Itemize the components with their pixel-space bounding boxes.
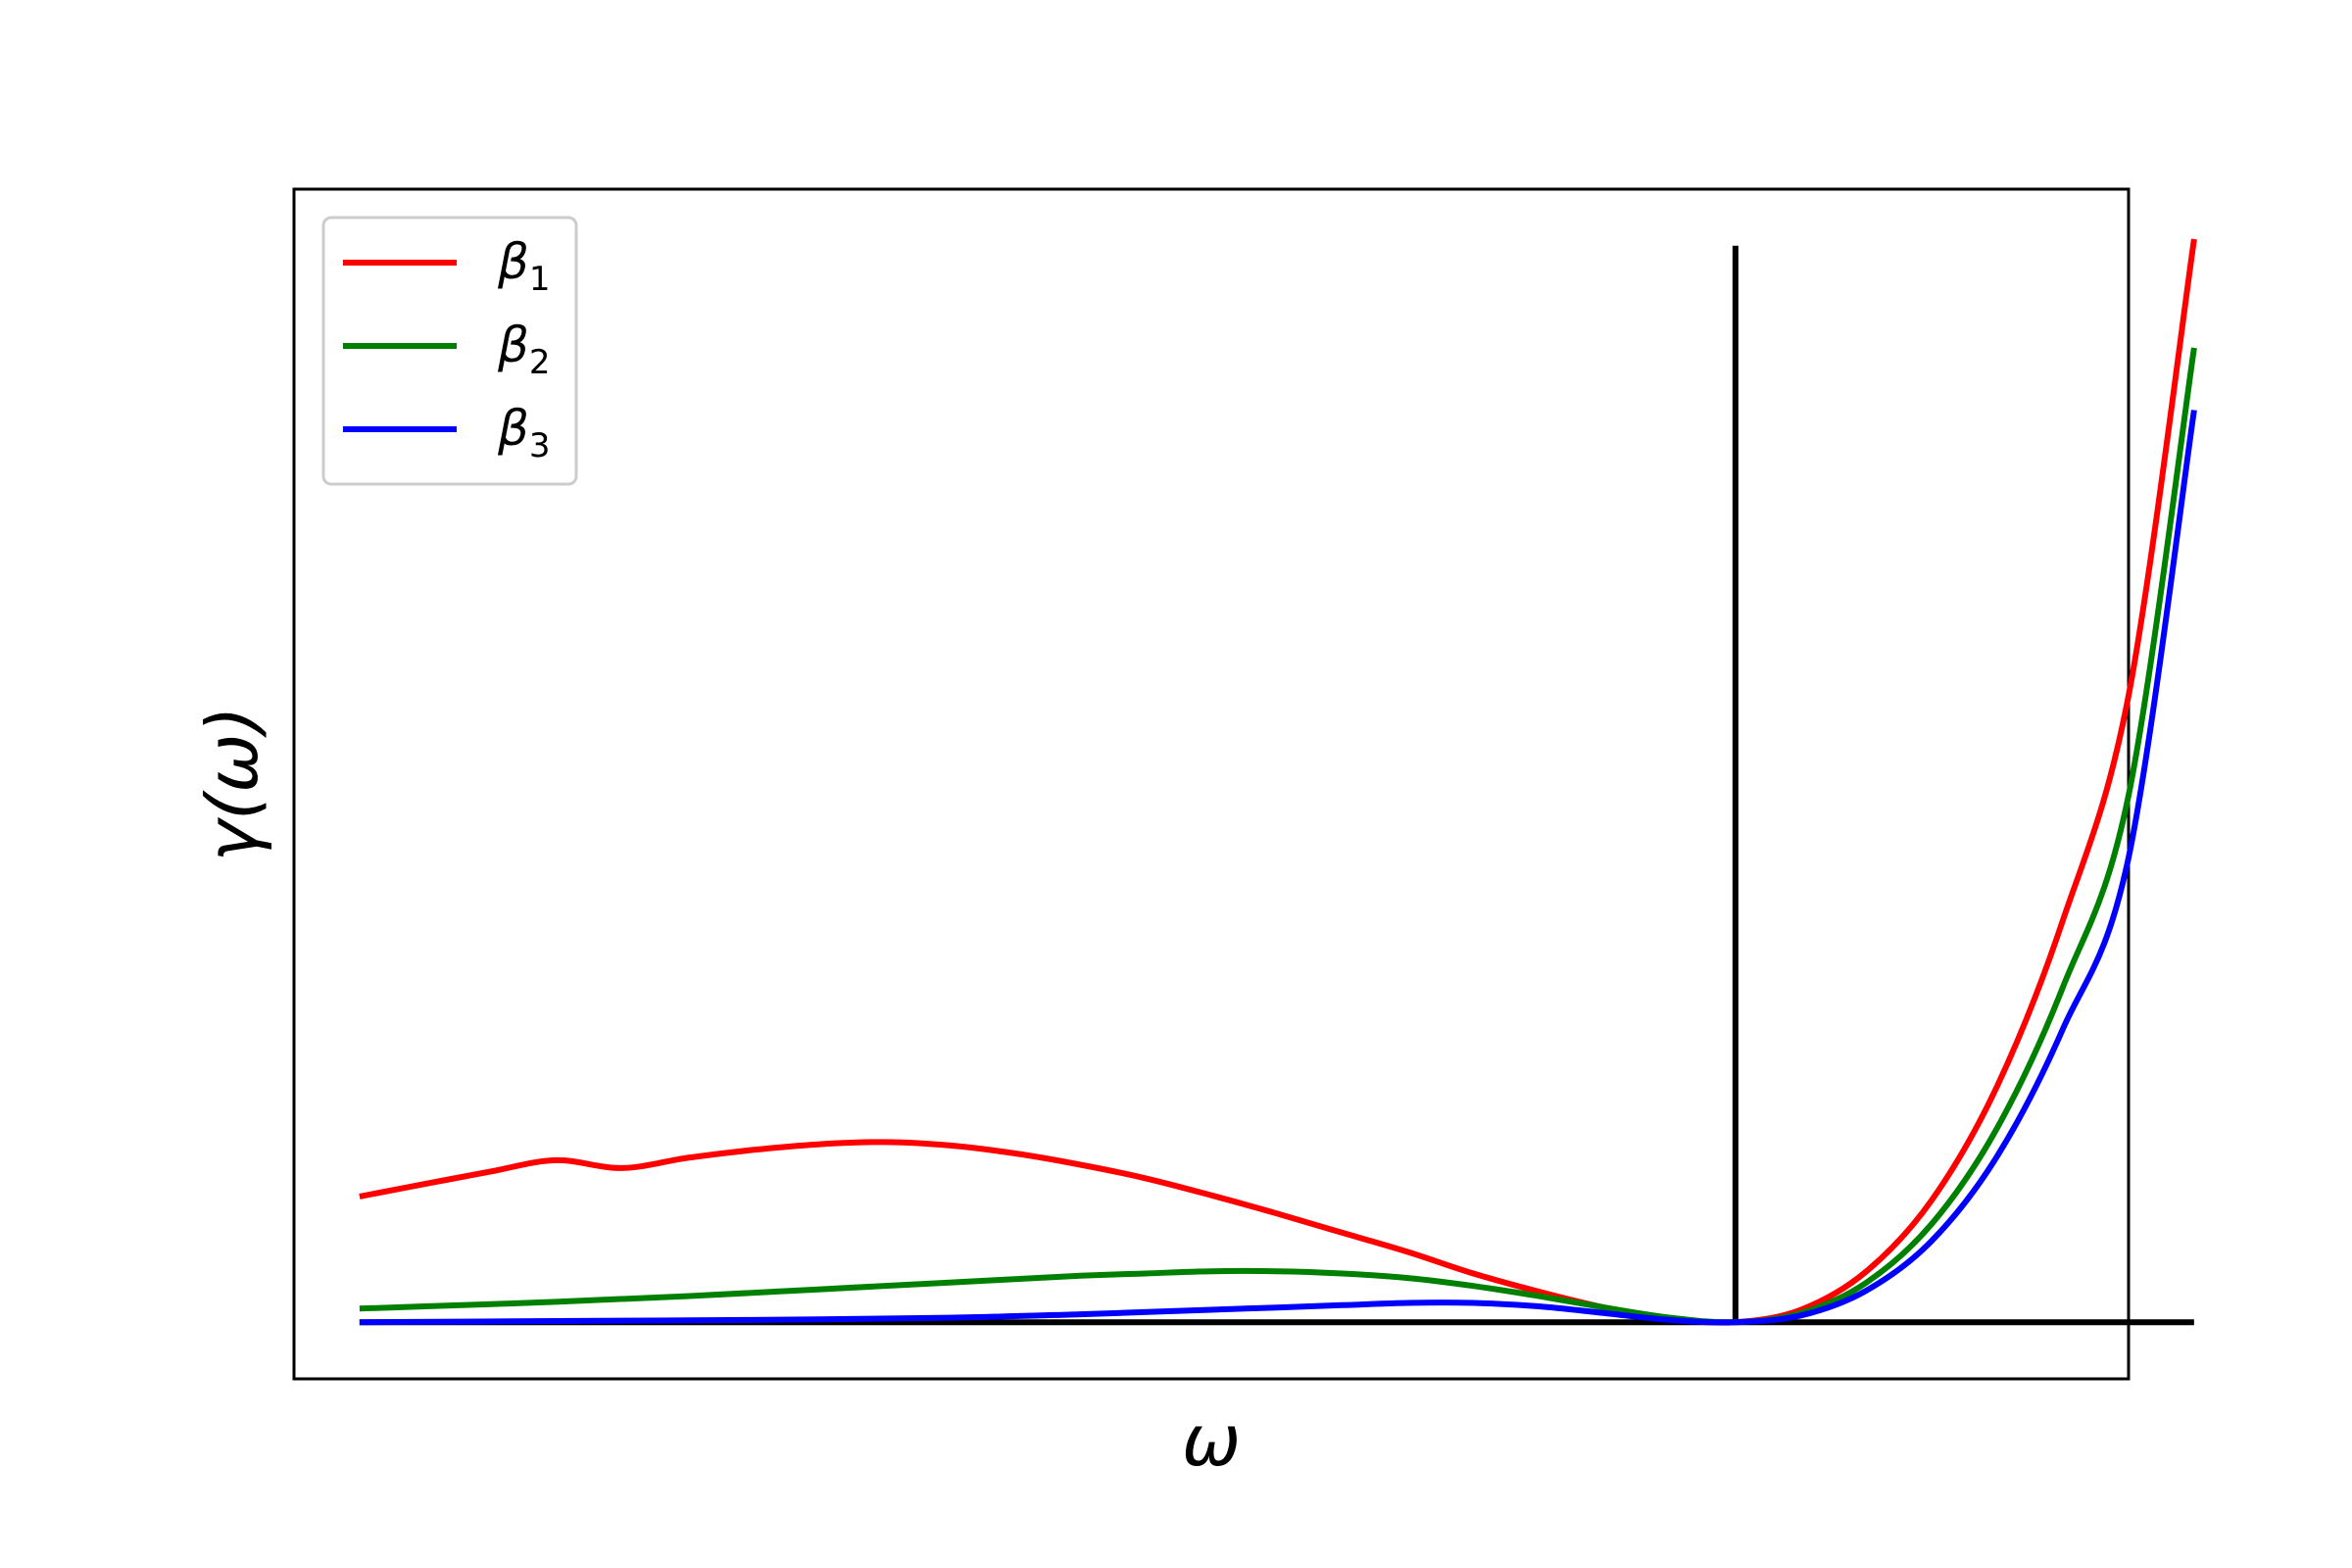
series-line-beta-1 [359,238,2197,1326]
y-axis-label: γ(ω) [191,706,273,861]
legend-label-beta-2: β2 [497,317,551,382]
series-line-beta-3 [359,410,2197,1326]
x-axis-label: ω [1182,1399,1241,1482]
series-line-beta-2 [359,347,2197,1326]
legend-box [321,216,578,486]
legend-label-beta-3: β3 [497,400,551,466]
